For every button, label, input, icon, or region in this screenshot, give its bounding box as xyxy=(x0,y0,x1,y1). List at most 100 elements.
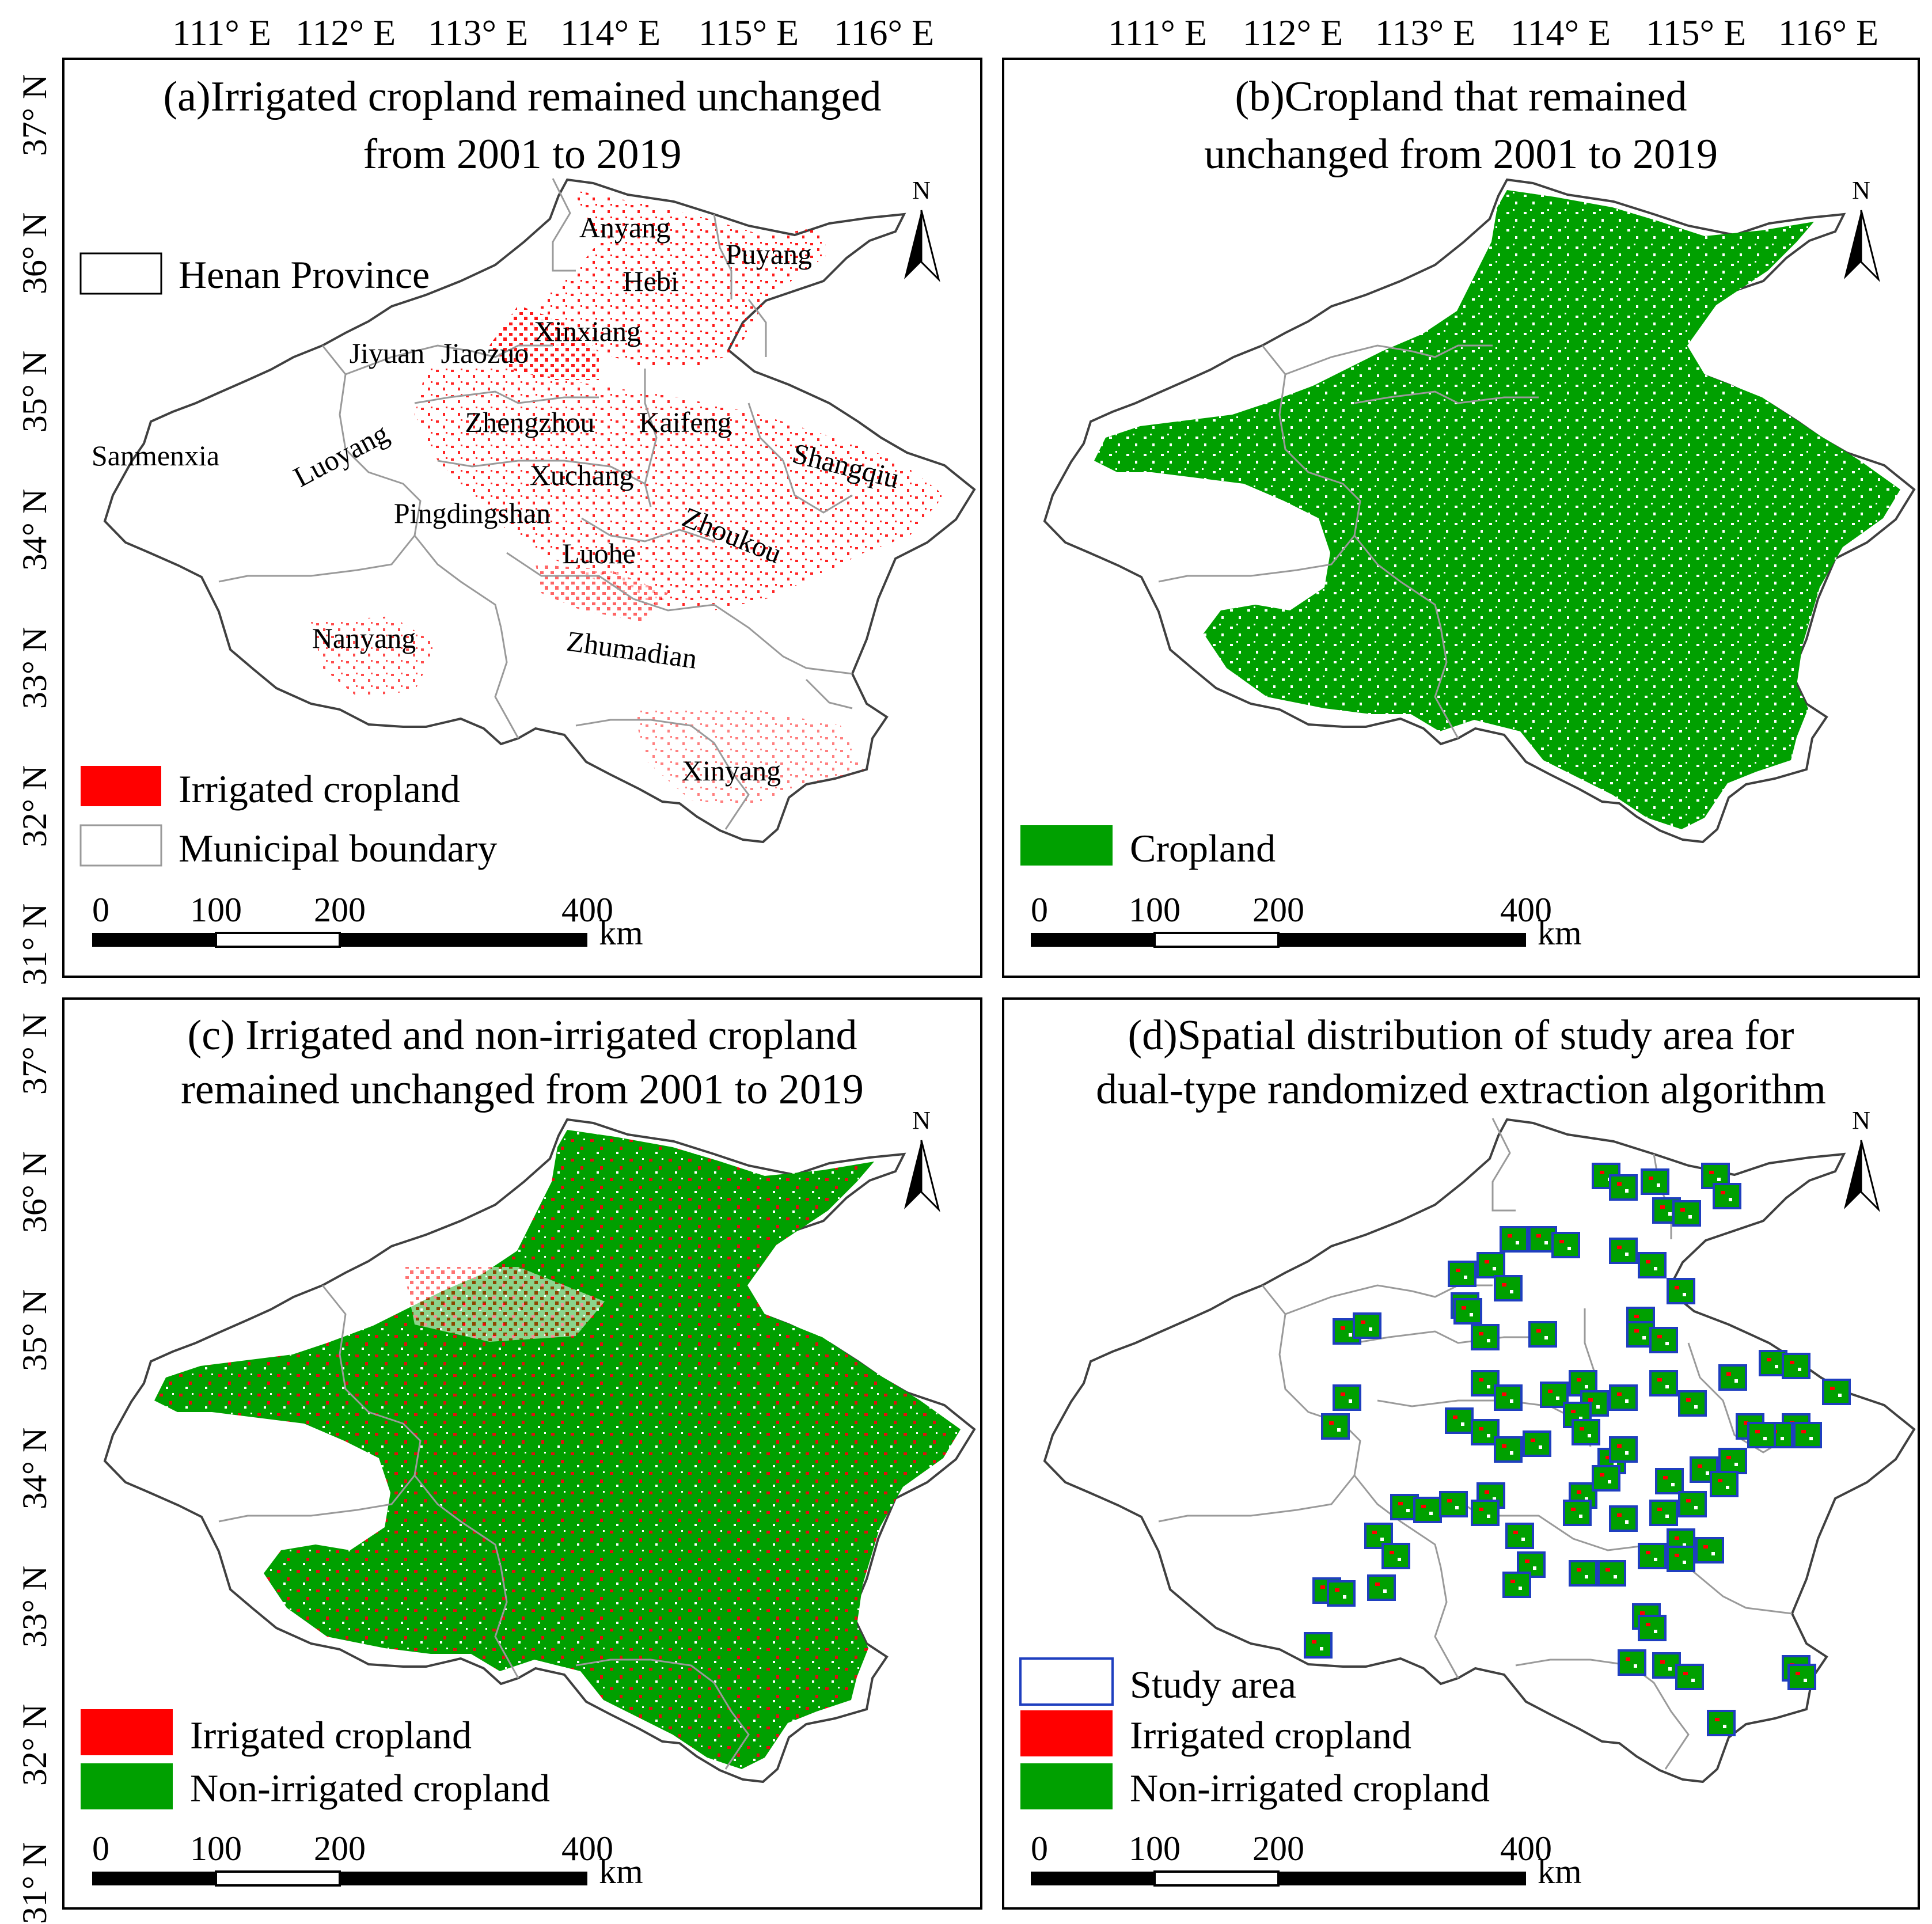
longitude-label: 111° E xyxy=(172,12,271,53)
latitude-label: 36° N xyxy=(16,1151,54,1233)
legend-bottom: Irrigated cropland Municipal boundary xyxy=(79,766,497,870)
panel-d: (d)Spatial distribution of study area fo… xyxy=(1019,1012,1916,1891)
study-area xyxy=(1609,1174,1638,1201)
longitude-label: 114° E xyxy=(1510,12,1611,53)
north-arrow-icon: N xyxy=(904,176,940,282)
panel-title-line-1: (a)Irrigated cropland remained unchanged xyxy=(163,73,881,120)
legend-top: Henan Province xyxy=(79,252,430,297)
study-area xyxy=(1609,1505,1638,1532)
study-area xyxy=(1626,1321,1655,1348)
legend-label-municipal: Municipal boundary xyxy=(179,826,497,870)
panel-title-line-2: unchanged from 2001 to 2019 xyxy=(1204,131,1718,178)
latitude-label: 32° N xyxy=(16,1704,54,1786)
scale-bar-segment xyxy=(340,1872,587,1885)
panel-title-line-1: (b)Cropland that remained xyxy=(1235,73,1687,120)
scale-bar-segment xyxy=(1153,1870,1280,1887)
study-area xyxy=(1609,1384,1638,1411)
study-area xyxy=(1551,1232,1580,1258)
study-area xyxy=(1528,1321,1557,1348)
scale-bar-segment xyxy=(215,932,341,948)
study-area xyxy=(1672,1200,1701,1227)
panel-c-title: (c) Irrigated and non-irrigated cropland… xyxy=(181,1012,864,1113)
latitude-label: 36° N xyxy=(16,212,54,294)
panel-a-title: (a)Irrigated cropland remained unchanged… xyxy=(163,73,881,178)
province-outline xyxy=(1043,1118,1916,1783)
study-area xyxy=(1678,1491,1707,1517)
latitude-label: 32° N xyxy=(16,765,54,847)
scale-bar-segment xyxy=(340,933,587,947)
longitude-label: 113° E xyxy=(1375,12,1475,53)
study-area xyxy=(1471,1370,1500,1396)
city-label-xinyang: Xinyang xyxy=(682,754,781,787)
study-area xyxy=(1649,1500,1678,1526)
scale-bar-unit: km xyxy=(599,914,643,952)
scale-bar-tick-label: 200 xyxy=(314,1830,366,1868)
legend-label-non-irrigated: Non-irrigated cropland xyxy=(1130,1766,1490,1810)
legend-swatch-cropland xyxy=(1020,825,1113,866)
legend-bottom: Irrigated cropland Non-irrigated croplan… xyxy=(81,1709,550,1810)
study-area xyxy=(1690,1456,1718,1483)
panel-title-line-2: dual-type randomized extraction algorith… xyxy=(1096,1066,1826,1113)
panel-d-title: (d)Spatial distribution of study area fo… xyxy=(1096,1012,1826,1113)
city-label-sanmenxia: Sanmenxia xyxy=(92,439,219,472)
city-label-luohe: Luohe xyxy=(562,537,636,570)
scale-bar-segment xyxy=(92,1872,216,1885)
panel-title-line-1: (d)Spatial distribution of study area fo… xyxy=(1128,1012,1794,1059)
scale-bar-unit: km xyxy=(1538,1853,1582,1891)
north-arrow-left-half xyxy=(904,210,921,279)
study-area xyxy=(1453,1298,1482,1325)
study-area xyxy=(1782,1353,1810,1379)
henan-map xyxy=(103,178,976,844)
north-arrow-right-half xyxy=(920,210,940,282)
north-arrow-icon: N xyxy=(1844,1106,1880,1212)
north-label: N xyxy=(1852,176,1870,204)
panel-d-frame xyxy=(1002,997,1920,1910)
panel-title-line-2: remained unchanged from 2001 to 2019 xyxy=(181,1066,864,1113)
study-area xyxy=(1787,1664,1816,1690)
study-area xyxy=(1713,1183,1741,1209)
study-area xyxy=(1413,1497,1442,1523)
study-area xyxy=(1367,1574,1396,1601)
cropland-area xyxy=(154,1130,961,1769)
study-area xyxy=(1822,1379,1851,1405)
panel-b-title: (b)Cropland that remained unchanged from … xyxy=(1204,73,1718,178)
legend-bottom: Study area Irrigated cropland Non-irriga… xyxy=(1019,1657,1490,1810)
study-area xyxy=(1667,1278,1695,1304)
study-area xyxy=(1649,1327,1678,1353)
panel-title-line-1: (c) Irrigated and non-irrigated cropland xyxy=(188,1012,857,1059)
study-area xyxy=(1304,1632,1333,1659)
study-area xyxy=(1471,1419,1500,1445)
city-label-jiyuan: Jiyuan xyxy=(350,337,425,369)
municipal-boundaries xyxy=(218,178,853,830)
cropland-area xyxy=(1094,190,1900,829)
city-label-xinxiang: Xinxiang xyxy=(534,315,641,347)
legend-label-non-irrigated: Non-irrigated cropland xyxy=(190,1766,550,1810)
north-label: N xyxy=(912,176,931,204)
panel-title-line-2: from 2001 to 2019 xyxy=(363,131,682,178)
legend-swatch-irrigated xyxy=(81,766,161,806)
scale-bar-tick-label: 400 xyxy=(561,891,613,929)
city-label-kaifeng: Kaifeng xyxy=(639,406,731,438)
latitude-label: 35° N xyxy=(16,1289,54,1371)
city-label-nanyang: Nanyang xyxy=(312,622,416,654)
study-area xyxy=(1638,1615,1667,1641)
legend-label-henan-province: Henan Province xyxy=(179,253,430,297)
scale-bar-tick-label: 400 xyxy=(561,1830,613,1868)
legend-label-study-area: Study area xyxy=(1130,1663,1296,1706)
scale-bar-tick-label: 100 xyxy=(190,891,242,929)
study-area-markers xyxy=(1304,1163,1851,1736)
study-area xyxy=(1563,1500,1592,1526)
longitude-label: 112° E xyxy=(295,12,396,53)
study-area xyxy=(1609,1436,1638,1463)
city-label-xuchang: Xuchang xyxy=(530,459,634,491)
study-area xyxy=(1759,1350,1787,1376)
legend-swatch-non-irrigated xyxy=(81,1763,173,1809)
scale-bar-tick-label: 400 xyxy=(1500,1830,1552,1868)
study-area xyxy=(1609,1238,1638,1264)
legend-bottom: Cropland xyxy=(1020,825,1276,870)
north-arrow-right-half xyxy=(1860,1140,1880,1212)
study-area xyxy=(1471,1324,1500,1350)
latitude-label: 33° N xyxy=(16,1566,54,1648)
